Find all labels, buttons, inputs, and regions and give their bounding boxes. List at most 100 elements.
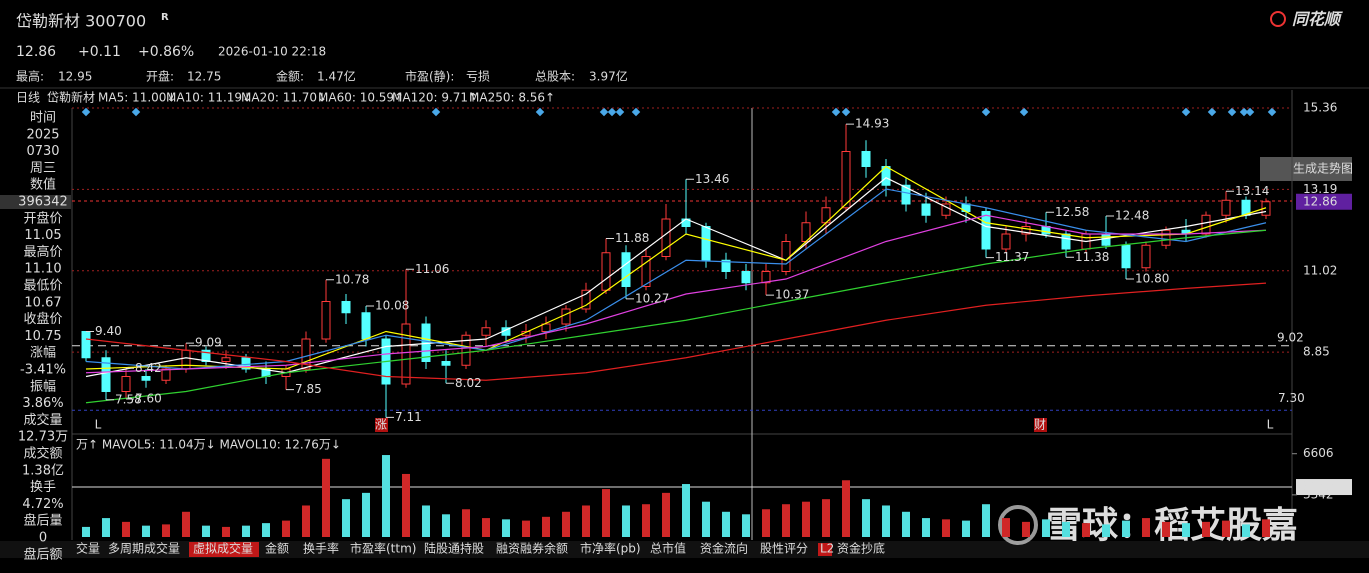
volume-bar — [982, 504, 990, 537]
price-label: 11.37 — [995, 250, 1029, 264]
logo: 同花顺 — [1292, 10, 1343, 29]
candle-body — [861, 151, 871, 167]
price-label: 7.85 — [295, 382, 322, 396]
volume-legend: 万↑ MAVOL5: 11.04万↓ MAVOL10: 12.76万↓ — [76, 438, 341, 452]
volume-bar — [482, 518, 490, 537]
ma-line — [85, 165, 1267, 370]
volume-bar — [202, 525, 210, 537]
candle-body — [1141, 244, 1151, 269]
candle-body — [201, 349, 211, 362]
volume-bar — [1242, 524, 1250, 537]
legend-entry: MA5: 11.00↓ — [98, 91, 176, 105]
volume-bar — [1082, 523, 1090, 537]
stat-value: 3.97亿 — [589, 69, 628, 84]
stat-label: 总股本: — [535, 70, 575, 84]
candle-body — [141, 376, 151, 381]
button-label[interactable]: 生成走势图 — [1293, 162, 1353, 176]
candle-body — [741, 271, 751, 284]
button[interactable] — [1260, 157, 1352, 181]
y-tick-label: 15.36 — [1303, 101, 1337, 115]
y-tick-label: 13.19 — [1303, 182, 1337, 196]
y-tick-label: 11.02 — [1303, 263, 1337, 277]
candle-body — [181, 349, 191, 370]
volume-bar — [182, 511, 190, 537]
volume-bar — [942, 519, 950, 537]
volume-bar — [962, 520, 970, 537]
sidebar-text: 11.10 — [24, 262, 61, 277]
volume-bar — [802, 501, 810, 537]
volume-bar — [302, 505, 310, 537]
volume-bar — [602, 489, 610, 537]
ma-line — [85, 282, 1267, 381]
tab[interactable]: 股性评分 — [760, 542, 808, 556]
stat-value: 亏损 — [466, 70, 490, 84]
sidebar-text: 周三 — [30, 161, 56, 176]
sidebar-text: 成交量 — [23, 412, 62, 428]
candle-body — [721, 259, 731, 272]
ref-label: 7.30 — [1278, 391, 1305, 405]
sidebar-text: 涨幅 — [30, 346, 56, 361]
tab[interactable]: L2 — [820, 542, 834, 556]
tab[interactable]: 总市值 — [650, 541, 686, 556]
tab[interactable]: 金额 — [265, 541, 289, 556]
candle-body — [661, 218, 671, 257]
tab[interactable]: 资金抄底 — [837, 541, 885, 556]
volume-bar — [142, 525, 150, 537]
candle-body — [561, 308, 571, 325]
stat-value: 12.75 — [187, 70, 221, 84]
volume-bar — [82, 526, 90, 537]
sidebar-text: 盘后量 — [23, 513, 62, 529]
tab[interactable]: 虚拟成交量 — [193, 541, 253, 556]
tab[interactable]: 多周期成交量 — [108, 541, 180, 556]
volume-bar — [122, 521, 130, 537]
sidebar-text: 最低价 — [23, 279, 62, 294]
tab[interactable]: 融资融券余额 — [496, 541, 568, 556]
sidebar-text: 3.86% — [22, 396, 63, 411]
l2-badge — [818, 543, 832, 556]
volume-bar — [862, 499, 870, 537]
volume-bar — [682, 484, 690, 537]
tab[interactable]: 陆股通持股 — [424, 541, 484, 556]
volume-bar — [642, 504, 650, 537]
stat-value: 1.47亿 — [317, 69, 356, 84]
event-diamond — [431, 107, 441, 117]
sidebar-text: 0 — [39, 531, 47, 546]
legend-entry: MA60: 10.59↑ — [318, 91, 404, 105]
price-label: 11.06 — [415, 262, 449, 276]
volume-bar — [102, 518, 110, 537]
price-label: 11.88 — [615, 231, 649, 245]
tab[interactable]: 交量 — [76, 541, 100, 556]
candle-body — [701, 226, 711, 261]
sidebar-text: 收盘价 — [23, 311, 62, 327]
volume-bar — [902, 511, 910, 537]
volume-bar — [782, 504, 790, 537]
volume-bar — [722, 511, 730, 537]
candle-body — [321, 301, 331, 340]
candle-body — [1201, 214, 1211, 235]
candle-body — [981, 211, 991, 250]
sidebar-text: 成交额 — [23, 446, 62, 462]
tab[interactable]: 市净率(pb) — [580, 541, 641, 556]
volume-bar — [922, 518, 930, 537]
candle-body — [1221, 199, 1231, 216]
candle-body — [361, 312, 371, 340]
price-label: 8.02 — [455, 376, 482, 390]
volume-bar — [162, 524, 170, 537]
sidebar-text: 1.38亿 — [22, 463, 64, 478]
volume-bar — [322, 458, 330, 537]
price-label: 13.14 — [1235, 184, 1269, 198]
tab[interactable]: 资金流向 — [700, 541, 748, 556]
candle-body — [1021, 226, 1031, 235]
sidebar-text: 12.73万 — [18, 430, 68, 445]
volume-bar — [1062, 521, 1070, 537]
volume-bar — [1162, 521, 1170, 537]
price-label: 12.48 — [1115, 209, 1149, 223]
volume-bar — [362, 492, 370, 537]
tab[interactable]: 换手率 — [303, 541, 339, 556]
price-label: 10.80 — [1135, 272, 1169, 286]
candle-body — [221, 357, 231, 362]
tab[interactable]: 市盈率(ttm) — [350, 541, 416, 556]
